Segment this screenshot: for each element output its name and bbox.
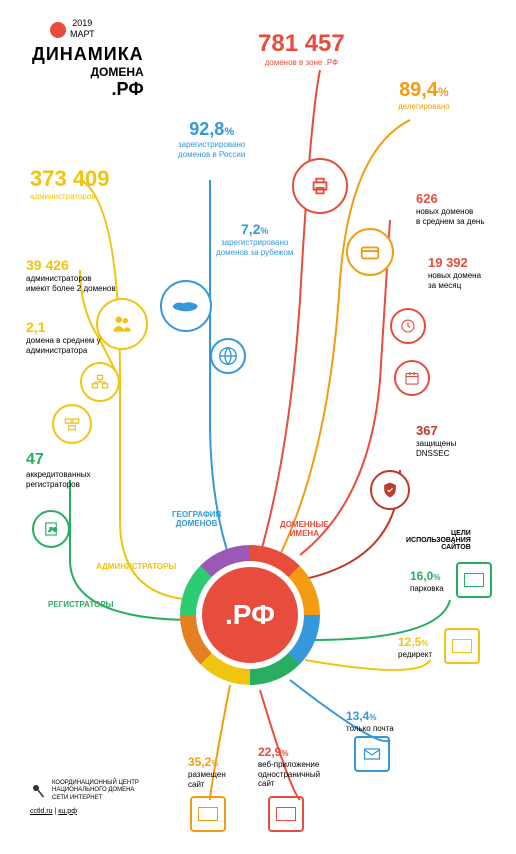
usage-single-label: веб-приложение одностраничный сайт: [258, 760, 320, 789]
stat-foreign-value: 7,2: [241, 221, 260, 237]
stat-domains-label: доменов в зоне .РФ: [258, 58, 345, 68]
stat-new-month-value: 19 392: [428, 255, 468, 270]
usage-mail-value: 13,4: [346, 709, 369, 723]
shield-icon: [370, 470, 410, 510]
usage-parking-label: парковка: [410, 584, 444, 594]
usage-parking-value: 16,0: [410, 569, 433, 583]
stat-new-day: 626 новых доменов в среднем за день: [416, 192, 485, 226]
stat-admins-label: администраторов: [30, 192, 110, 202]
stat-avg-domains: 2,1 домена в среднем у администратора: [26, 320, 101, 355]
usage-single: 22,9% веб-приложение одностраничный сайт: [258, 746, 320, 789]
usage-single-value: 22,9: [258, 745, 281, 759]
stat-new-month-label: новых домена за месяц: [428, 271, 481, 290]
stat-ru-label: зарегистрировано доменов в России: [178, 140, 245, 159]
mail-icon: [354, 736, 390, 772]
document-rf-icon: .РФ: [32, 510, 70, 548]
usage-single-unit: %: [281, 749, 288, 758]
category-names: ДОМЕННЫЕ ИМЕНА: [280, 520, 329, 538]
stat-registrars-value: 47: [26, 451, 44, 468]
stat-dnssec-label: защищены DNSSEC: [416, 439, 456, 458]
stat-avg-value: 2,1: [26, 319, 45, 335]
parking-icon: [456, 562, 492, 598]
category-geo: ГЕОГРАФИЯ ДОМЕНОВ: [172, 510, 221, 528]
footer-org: КООРДИНАЦИОННЫЙ ЦЕНТР НАЦИОНАЛЬНОГО ДОМЕ…: [52, 780, 139, 803]
month: МАРТ: [70, 29, 95, 40]
servers-icon: [52, 404, 92, 444]
stat-registrars: 47 аккредитованных регистраторов: [26, 452, 91, 489]
title-line-1: ДИНАМИКА: [32, 44, 144, 65]
category-registrars: РЕГИСТРАТОРЫ: [48, 600, 114, 609]
stat-new-day-value: 626: [416, 191, 438, 206]
stat-admins-multi-label: администраторов имеют более 2 доменов: [26, 274, 116, 293]
usage-redirect-unit: %: [421, 639, 428, 648]
printer-icon: [292, 158, 348, 214]
title-line-3: .РФ: [32, 79, 144, 100]
usage-redirect: 12,5% редирект: [398, 636, 432, 660]
stat-registered-foreign: 7,2% зарегистрировано доменов за рубежом: [216, 222, 293, 257]
hub-label: .РФ: [196, 561, 304, 669]
russia-map-icon: [160, 280, 212, 332]
stat-ru-value: 92,8: [189, 119, 224, 139]
hub-ring: .РФ: [180, 545, 320, 685]
stat-new-month: 19 392 новых домена за месяц: [428, 256, 481, 290]
stat-new-day-label: новых доменов в среднем за день: [416, 207, 485, 226]
stat-admins-multi-value: 39 426: [26, 257, 69, 273]
stat-admins: 373 409 администраторов: [30, 168, 110, 202]
stat-registrars-label: аккредитованных регистраторов: [26, 470, 91, 489]
footer-link-2[interactable]: кц.рф: [58, 808, 77, 815]
stat-admins-multi: 39 426 администраторов имеют более 2 дом…: [26, 258, 116, 293]
footer-link-1[interactable]: cctld.ru: [30, 808, 53, 815]
central-hub: .РФ: [180, 545, 320, 685]
usage-parking: 16,0% парковка: [410, 570, 444, 594]
stat-delegated: 89,4% делегировано: [398, 80, 450, 112]
stat-foreign-label: зарегистрировано доменов за рубежом: [216, 238, 293, 257]
stat-avg-label: домена в среднем у администратора: [26, 336, 101, 355]
category-usage: ЦЕЛИ ИСПОЛЬЗОВАНИЯ САЙТОВ: [406, 530, 471, 551]
footer: КООРДИНАЦИОННЫЙ ЦЕНТР НАЦИОНАЛЬНОГО ДОМЕ…: [30, 780, 139, 816]
calendar-icon: [394, 360, 430, 396]
stat-domains: 781 457 доменов в зоне .РФ: [258, 32, 345, 68]
title-line-2: ДОМЕНА: [32, 65, 144, 79]
clock-icon: [390, 308, 426, 344]
stat-domains-value: 781 457: [258, 30, 345, 57]
usage-parking-unit: %: [433, 573, 440, 582]
usage-mail-label: только почта: [346, 724, 394, 734]
stat-delegated-label: делегировано: [398, 102, 450, 112]
usage-site: 35,2% размещен сайт: [188, 756, 226, 789]
usage-site-unit: %: [211, 759, 218, 768]
single-page-icon: [268, 796, 304, 832]
usage-mail-unit: %: [369, 713, 376, 722]
usage-redirect-value: 12,5: [398, 635, 421, 649]
usage-site-label: размещен сайт: [188, 770, 226, 789]
page-title: ДИНАМИКА ДОМЕНА .РФ: [32, 44, 144, 100]
stat-dnssec-value: 367: [416, 423, 438, 438]
globe-icon: [210, 338, 246, 374]
users-icon: [96, 298, 148, 350]
stat-registered-ru: 92,8% зарегистрировано доменов в России: [178, 120, 245, 159]
usage-site-value: 35,2: [188, 755, 211, 769]
stat-admins-value: 373 409: [30, 166, 110, 191]
header-accent-dot: [50, 22, 66, 38]
year: 2019: [70, 18, 95, 29]
stat-dnssec: 367 защищены DNSSEC: [416, 424, 456, 458]
site-icon: [190, 796, 226, 832]
header-date: 2019 МАРТ: [70, 18, 95, 40]
usage-redirect-label: редирект: [398, 650, 432, 660]
category-admins: АДМИНИСТРАТОРЫ: [96, 562, 176, 571]
folder-icon: [346, 228, 394, 276]
stat-delegated-unit: %: [438, 85, 449, 99]
stat-ru-unit: %: [224, 126, 234, 138]
stat-foreign-unit: %: [260, 226, 268, 236]
org-icon: [80, 362, 120, 402]
logo-icon: [30, 782, 48, 800]
redirect-icon: [444, 628, 480, 664]
stat-delegated-value: 89,4: [399, 79, 438, 101]
svg-text:.РФ: .РФ: [48, 527, 57, 533]
usage-mail: 13,4% только почта: [346, 710, 394, 734]
